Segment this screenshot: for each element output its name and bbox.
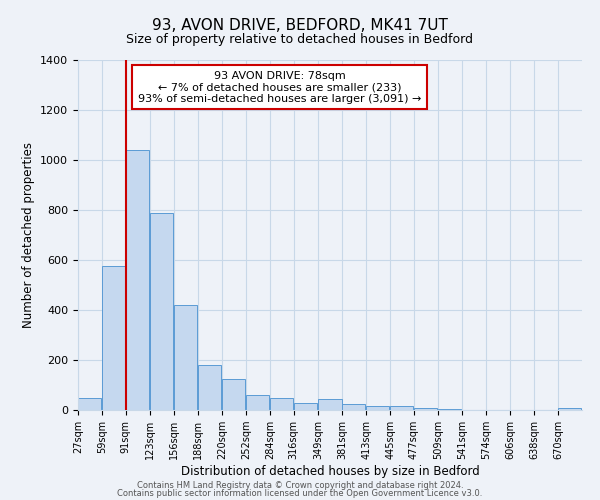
Bar bbox=[319, 399, 341, 410]
Bar bbox=[438, 409, 461, 410]
Bar bbox=[366, 406, 389, 410]
Bar bbox=[175, 305, 197, 410]
Bar bbox=[390, 406, 413, 410]
Text: 93, AVON DRIVE, BEDFORD, MK41 7UT: 93, AVON DRIVE, BEDFORD, MK41 7UT bbox=[152, 18, 448, 32]
Bar bbox=[222, 379, 245, 410]
Bar bbox=[270, 398, 293, 410]
Text: Size of property relative to detached houses in Bedford: Size of property relative to detached ho… bbox=[127, 32, 473, 46]
Y-axis label: Number of detached properties: Number of detached properties bbox=[22, 142, 35, 328]
Bar bbox=[246, 394, 269, 410]
Bar bbox=[149, 212, 173, 410]
Text: Contains public sector information licensed under the Open Government Licence v3: Contains public sector information licen… bbox=[118, 489, 482, 498]
Bar bbox=[126, 150, 149, 410]
Bar bbox=[198, 365, 221, 410]
Bar bbox=[102, 266, 125, 410]
Bar bbox=[343, 404, 365, 410]
Bar bbox=[294, 402, 317, 410]
Bar bbox=[78, 398, 101, 410]
Text: 93 AVON DRIVE: 78sqm
← 7% of detached houses are smaller (233)
93% of semi-detac: 93 AVON DRIVE: 78sqm ← 7% of detached ho… bbox=[138, 70, 421, 104]
Bar bbox=[558, 408, 581, 410]
X-axis label: Distribution of detached houses by size in Bedford: Distribution of detached houses by size … bbox=[181, 465, 479, 478]
Text: Contains HM Land Registry data © Crown copyright and database right 2024.: Contains HM Land Registry data © Crown c… bbox=[137, 480, 463, 490]
Bar bbox=[414, 408, 437, 410]
